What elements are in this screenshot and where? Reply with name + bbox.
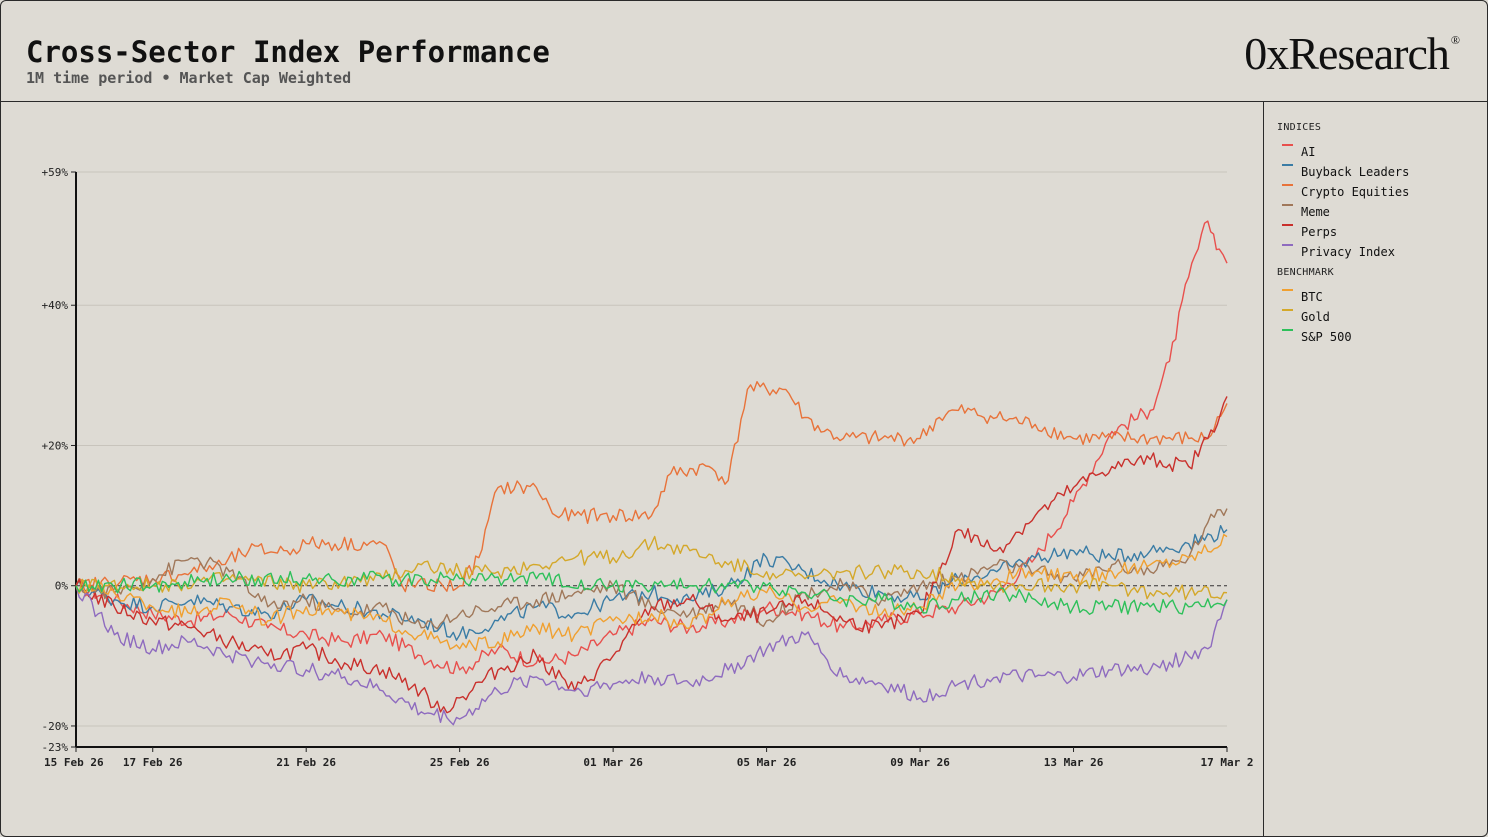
legend-swatch [1282,164,1293,166]
legend-label: BTC [1301,290,1323,304]
legend-item-perps[interactable]: Perps [1282,219,1487,239]
legend-swatch [1282,309,1293,311]
x-tick-label: 25 Feb 26 [430,756,490,769]
y-tick-label: -23% [42,741,69,754]
legend-swatch [1282,204,1293,206]
legend-heading-benchmark: BENCHMARK [1277,267,1334,278]
page-subtitle: 1M time period • Market Cap Weighted [26,69,352,87]
legend-swatch [1282,144,1293,146]
legend-label: AI [1301,145,1316,159]
line-chart: +59% +40% +20% 0% -20% -23% 15 Feb 26 17 Feb 26… [42,166,1254,769]
legend-label: Gold [1301,310,1330,324]
y-tick-label: +40% [42,299,69,312]
series-line-privacy-index [75,585,1228,726]
x-tick-label: 01 Mar 26 [583,756,643,769]
header: Cross-Sector Index Performance 1M time p… [1,1,1487,102]
legend-label: Perps [1301,225,1338,239]
legend-label: Meme [1301,205,1330,219]
legend-swatch [1282,224,1293,226]
x-tick-label: 17 Mar 2 [1201,756,1254,769]
x-tick-label: 13 Mar 26 [1044,756,1104,769]
legend-item-s-p-500[interactable]: S&P 500 [1282,324,1487,344]
series-line-perps [75,396,1228,714]
brand-logo: 0xResearch ® [1244,27,1460,80]
x-tick-label: 05 Mar 26 [737,756,797,769]
x-tick-label: 21 Feb 26 [276,756,336,769]
legend-swatch [1282,184,1293,186]
legend-item-crypto-equities[interactable]: Crypto Equities [1282,179,1487,199]
x-tick-label: 09 Mar 26 [890,756,950,769]
y-tick-label: +20% [42,439,69,452]
legend-item-buyback-leaders[interactable]: Buyback Leaders [1282,159,1487,179]
y-tick-label: +59% [42,166,69,179]
legend-item-privacy-index[interactable]: Privacy Index [1282,239,1487,259]
legend-item-gold[interactable]: Gold [1282,304,1487,324]
legend-swatch [1282,329,1293,331]
legend-item-meme[interactable]: Meme [1282,199,1487,219]
series-line-buyback-leaders [75,525,1228,641]
registered-mark: ® [1450,33,1460,47]
page-title: Cross-Sector Index Performance [26,35,550,69]
x-tick-label: 15 Feb 26 [44,756,104,769]
x-tick-label: 17 Feb 26 [123,756,183,769]
series-line-btc [75,533,1228,652]
legend-label: Buyback Leaders [1301,165,1410,179]
legend-label: S&P 500 [1301,330,1352,344]
legend-item-btc[interactable]: BTC [1282,284,1487,304]
series-line-crypto-equities [75,381,1228,593]
legend-heading-indices: INDICES [1277,122,1322,133]
y-tick-label: 0% [55,580,69,593]
legend-swatch [1282,289,1293,291]
legend: INDICES AI Buyback Leaders Crypto Equities… [1263,102,1487,836]
brand-name: 0xResearch [1244,28,1450,79]
y-tick-label: -20% [42,720,69,733]
legend-swatch [1282,244,1293,246]
chart-area: +59% +40% +20% 0% -20% -23% 15 Feb 26 17 Feb 26… [1,102,1263,836]
series-line-s-p-500 [75,570,1228,615]
legend-item-ai[interactable]: AI [1282,139,1487,159]
legend-label: Privacy Index [1301,245,1395,259]
series-line-gold [75,535,1228,601]
legend-label: Crypto Equities [1301,185,1410,199]
